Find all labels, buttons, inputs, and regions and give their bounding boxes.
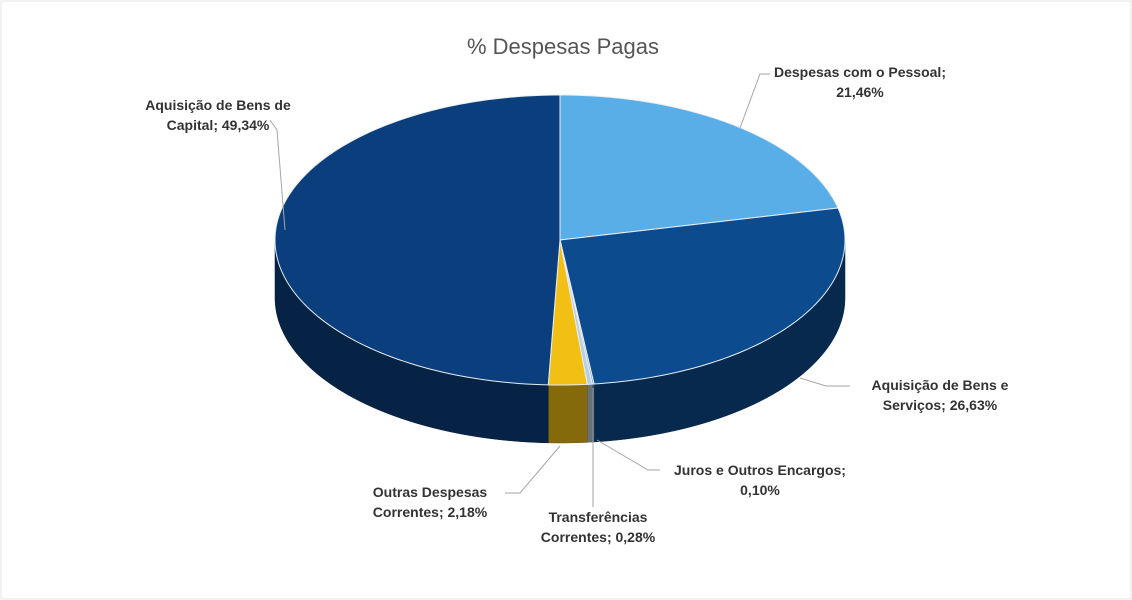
data-label: Aquisição de Bens de Capital; 49,34% — [128, 95, 308, 135]
category-name: Aquisição de Bens de Capital — [145, 97, 291, 133]
leader-line — [596, 439, 660, 471]
data-label: Despesas com o Pessoal; 21,46% — [760, 62, 960, 102]
category-name: Outras Despesas Correntes — [372, 484, 488, 520]
pie-tops — [274, 94, 846, 386]
slice — [547, 239, 588, 386]
leader-line — [799, 377, 850, 387]
chart-title: % Despesas Pagas — [467, 34, 659, 59]
value-label: 0,10% — [740, 482, 780, 498]
slice-side — [587, 383, 593, 443]
value-label: 26,63% — [949, 397, 998, 413]
slice — [274, 94, 561, 386]
value-label: 21,46% — [836, 84, 884, 100]
label-separator: ; — [213, 117, 218, 133]
value-label: 49,34% — [221, 117, 270, 133]
label-separator: ; — [941, 397, 946, 413]
label-separator: ; — [438, 504, 444, 520]
slice — [559, 207, 846, 385]
data-label: Aquisição de Bens e Serviços; 26,63% — [850, 375, 1030, 415]
slice — [559, 94, 839, 241]
data-label: Outras Despesas Correntes; 2,18% — [350, 482, 510, 522]
value-label: 0,28% — [615, 529, 656, 545]
data-label: Juros e Outros Encargos; 0,10% — [660, 460, 860, 500]
value-label: 2,18% — [447, 504, 488, 520]
category-name: Transferências Correntes — [540, 509, 648, 545]
leader-line — [269, 119, 286, 231]
leader-line — [739, 73, 770, 129]
label-separator: ; — [841, 462, 846, 478]
data-label: Transferências Correntes; 0,28% — [523, 507, 673, 547]
category-name: Despesas com o Pessoal — [774, 64, 942, 80]
label-separator: ; — [941, 64, 946, 80]
category-name: Juros e Outros Encargos — [674, 462, 842, 478]
leader-line — [505, 445, 561, 494]
category-name: Aquisição de Bens e Serviços — [871, 377, 1009, 413]
label-separator: ; — [606, 529, 612, 545]
slice-side — [548, 384, 588, 444]
